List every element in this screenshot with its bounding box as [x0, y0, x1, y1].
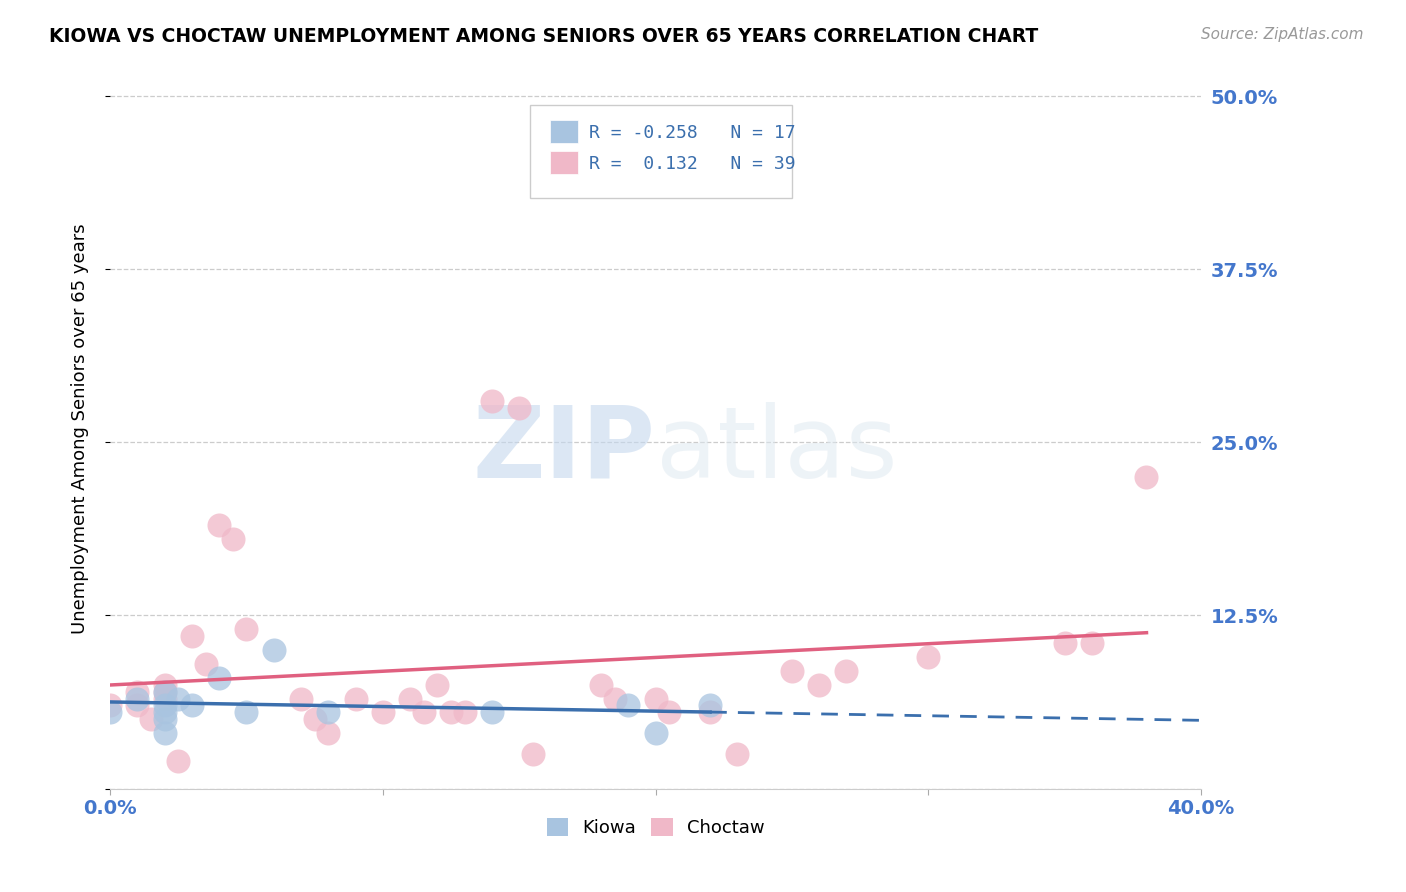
Point: [290, 691, 312, 706]
Point: [153, 698, 176, 713]
Point: [167, 754, 190, 768]
Point: [153, 726, 176, 740]
Point: [481, 706, 503, 720]
Text: ZIP: ZIP: [472, 401, 655, 499]
Text: R = -0.258   N = 17: R = -0.258 N = 17: [589, 124, 796, 143]
Point: [644, 726, 666, 740]
Point: [263, 643, 285, 657]
Point: [304, 712, 326, 726]
FancyBboxPatch shape: [550, 120, 578, 144]
FancyBboxPatch shape: [530, 104, 792, 198]
Point: [780, 664, 803, 678]
Point: [453, 706, 475, 720]
Point: [371, 706, 394, 720]
Point: [127, 684, 149, 698]
Point: [167, 691, 190, 706]
Text: Source: ZipAtlas.com: Source: ZipAtlas.com: [1201, 27, 1364, 42]
Point: [508, 401, 530, 415]
Point: [440, 706, 463, 720]
Point: [127, 691, 149, 706]
Point: [344, 691, 367, 706]
Point: [180, 629, 202, 643]
Point: [127, 698, 149, 713]
Legend: Kiowa, Choctaw: Kiowa, Choctaw: [540, 811, 772, 845]
Point: [603, 691, 626, 706]
Point: [917, 650, 939, 665]
Point: [1081, 636, 1104, 650]
Point: [699, 698, 721, 713]
Point: [316, 726, 339, 740]
Text: R =  0.132   N = 39: R = 0.132 N = 39: [589, 155, 796, 173]
Point: [208, 671, 231, 685]
Point: [235, 622, 257, 636]
Point: [644, 691, 666, 706]
Point: [153, 684, 176, 698]
Point: [412, 706, 434, 720]
Point: [399, 691, 422, 706]
Point: [481, 393, 503, 408]
Point: [208, 518, 231, 533]
Point: [658, 706, 681, 720]
Text: atlas: atlas: [655, 401, 897, 499]
Point: [153, 706, 176, 720]
Point: [725, 747, 748, 761]
Point: [153, 684, 176, 698]
Point: [808, 678, 831, 692]
Point: [235, 706, 257, 720]
Point: [1135, 470, 1157, 484]
Point: [617, 698, 640, 713]
Point: [153, 678, 176, 692]
Point: [426, 678, 449, 692]
Y-axis label: Unemployment Among Seniors over 65 years: Unemployment Among Seniors over 65 years: [72, 223, 89, 634]
Point: [699, 706, 721, 720]
Point: [98, 706, 121, 720]
Point: [153, 691, 176, 706]
Point: [222, 533, 245, 547]
Text: KIOWA VS CHOCTAW UNEMPLOYMENT AMONG SENIORS OVER 65 YEARS CORRELATION CHART: KIOWA VS CHOCTAW UNEMPLOYMENT AMONG SENI…: [49, 27, 1039, 45]
Point: [316, 706, 339, 720]
Point: [194, 657, 217, 671]
Point: [153, 712, 176, 726]
Point: [1053, 636, 1076, 650]
FancyBboxPatch shape: [550, 151, 578, 174]
Point: [589, 678, 612, 692]
Point: [522, 747, 544, 761]
Point: [835, 664, 858, 678]
Point: [180, 698, 202, 713]
Point: [139, 712, 162, 726]
Point: [98, 698, 121, 713]
